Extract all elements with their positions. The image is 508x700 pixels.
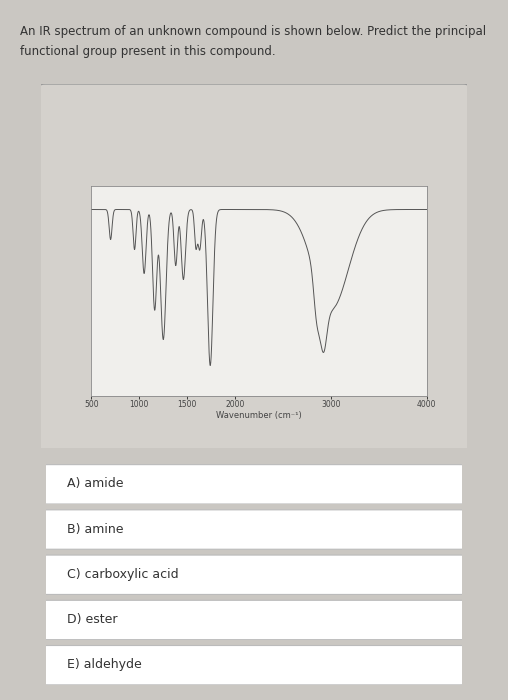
Text: functional group present in this compound.: functional group present in this compoun… <box>20 46 276 59</box>
Text: B) amine: B) amine <box>67 523 123 536</box>
X-axis label: Wavenumber (cm⁻¹): Wavenumber (cm⁻¹) <box>216 412 302 421</box>
FancyBboxPatch shape <box>35 510 472 550</box>
FancyBboxPatch shape <box>35 645 472 685</box>
Text: E) aldehyde: E) aldehyde <box>67 658 141 671</box>
Text: A) amide: A) amide <box>67 477 123 491</box>
FancyBboxPatch shape <box>37 84 471 452</box>
FancyBboxPatch shape <box>35 601 472 640</box>
Text: C) carboxylic acid: C) carboxylic acid <box>67 568 178 581</box>
Text: D) ester: D) ester <box>67 613 117 626</box>
FancyBboxPatch shape <box>35 465 472 504</box>
Text: An IR spectrum of an unknown compound is shown below. Predict the principal: An IR spectrum of an unknown compound is… <box>20 25 487 38</box>
FancyBboxPatch shape <box>35 555 472 594</box>
